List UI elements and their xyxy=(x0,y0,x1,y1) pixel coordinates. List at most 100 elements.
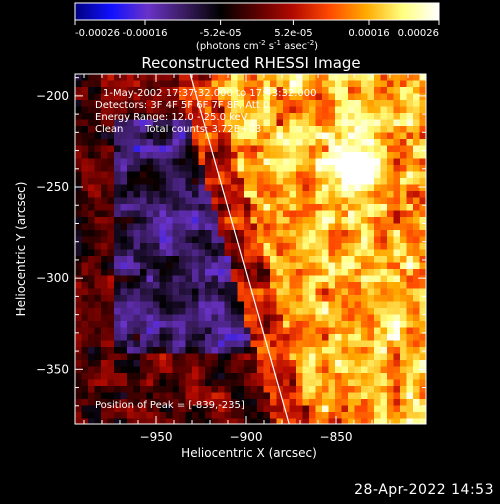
heatmap-cell xyxy=(413,243,420,250)
heatmap-cell xyxy=(166,327,173,335)
heatmap-cell xyxy=(328,178,336,185)
heatmap-cell xyxy=(107,366,115,374)
heatmap-cell xyxy=(107,178,115,185)
heatmap-cell xyxy=(101,80,108,88)
heatmap-cell xyxy=(146,288,154,296)
heatmap-cell xyxy=(354,327,362,335)
heatmap-cell xyxy=(75,126,82,133)
heatmap-cell xyxy=(328,230,336,237)
heatmap-cell xyxy=(387,314,394,322)
heatmap-cell xyxy=(127,165,134,172)
heatmap-cell xyxy=(107,392,115,400)
heatmap-cell xyxy=(393,269,401,276)
heatmap-cell xyxy=(107,100,115,107)
heatmap-cell xyxy=(198,126,206,133)
heatmap-cell xyxy=(387,288,394,296)
heatmap-cell xyxy=(406,93,414,101)
heatmap-cell xyxy=(283,347,290,354)
heatmap-cell xyxy=(127,158,134,166)
heatmap-cell xyxy=(172,412,180,419)
heatmap-cell xyxy=(94,178,102,185)
heatmap-cell xyxy=(296,204,303,211)
heatmap-cell xyxy=(270,256,277,263)
heatmap-cell xyxy=(296,347,303,354)
heatmap-cell xyxy=(133,113,141,120)
heatmap-cell xyxy=(309,321,316,328)
heatmap-cell xyxy=(224,145,232,153)
heatmap-cell xyxy=(361,93,368,101)
heatmap-cell xyxy=(107,171,115,179)
heatmap-cell xyxy=(380,204,388,211)
heatmap-cell xyxy=(270,327,277,335)
heatmap-cell xyxy=(276,80,284,88)
heatmap-cell xyxy=(380,275,388,283)
heatmap-cell xyxy=(244,275,251,283)
heatmap-cell xyxy=(146,152,154,159)
heatmap-cell xyxy=(354,295,362,302)
heatmap-cell xyxy=(302,249,310,257)
heatmap-cell xyxy=(159,308,167,315)
heatmap-cell xyxy=(276,360,284,367)
heatmap-cell xyxy=(81,204,89,211)
heatmap-cell xyxy=(185,223,193,231)
heatmap-cell xyxy=(406,412,414,419)
heatmap-cell xyxy=(75,152,82,159)
heatmap-cell xyxy=(153,295,160,302)
heatmap-cell xyxy=(374,191,381,198)
heatmap-cell xyxy=(192,347,199,354)
heatmap-cell xyxy=(198,366,206,374)
heatmap-cell xyxy=(153,197,160,205)
heatmap-cell xyxy=(120,87,128,94)
heatmap-cell xyxy=(413,191,420,198)
heatmap-cell xyxy=(387,347,394,354)
heatmap-cell xyxy=(354,418,362,424)
heatmap-cell xyxy=(406,243,414,250)
heatmap-cell xyxy=(296,412,303,419)
heatmap-cell xyxy=(81,119,89,127)
heatmap-cell xyxy=(192,295,199,302)
heatmap-cell xyxy=(322,334,329,341)
heatmap-cell xyxy=(244,282,251,289)
heatmap-cell xyxy=(172,165,180,172)
heatmap-cell xyxy=(166,223,173,231)
heatmap-cell xyxy=(361,191,368,198)
heatmap-cell xyxy=(172,191,180,198)
heatmap-cell xyxy=(296,373,303,380)
heatmap-cell xyxy=(127,249,134,257)
heatmap-cell xyxy=(413,340,420,348)
heatmap-cell xyxy=(276,230,284,237)
heatmap-cell xyxy=(283,308,290,315)
heatmap-cell xyxy=(81,217,89,224)
heatmap-cell xyxy=(133,249,141,257)
heatmap-cell xyxy=(244,373,251,380)
heatmap-cell xyxy=(419,191,426,198)
heatmap-cell xyxy=(218,412,225,419)
heatmap-cell xyxy=(88,126,95,133)
heatmap-cell xyxy=(315,301,323,309)
heatmap-cell xyxy=(296,113,303,120)
heatmap-cell xyxy=(198,288,206,296)
heatmap-cell xyxy=(146,334,154,341)
heatmap-cell xyxy=(413,152,420,159)
heatmap-cell xyxy=(146,301,154,309)
heatmap-cell xyxy=(205,191,212,198)
heatmap-cell xyxy=(101,418,108,424)
heatmap-cell xyxy=(224,139,232,146)
heatmap-cell xyxy=(153,386,160,393)
heatmap-cell xyxy=(127,191,134,198)
heatmap-cell xyxy=(198,145,206,153)
heatmap-cell xyxy=(270,145,277,153)
heatmap-cell xyxy=(270,74,277,81)
heatmap-cell xyxy=(166,165,173,172)
heatmap-cell xyxy=(192,165,199,172)
heatmap-cell xyxy=(315,360,323,367)
heatmap-cell xyxy=(393,197,401,205)
heatmap-cell xyxy=(88,158,95,166)
heatmap-cell xyxy=(140,80,147,88)
heatmap-cell xyxy=(276,197,284,205)
heatmap-cell xyxy=(413,184,420,192)
heatmap-cell xyxy=(348,100,355,107)
heatmap-cell xyxy=(419,132,426,140)
heatmap-cell xyxy=(153,171,160,179)
heatmap-cell xyxy=(341,197,349,205)
